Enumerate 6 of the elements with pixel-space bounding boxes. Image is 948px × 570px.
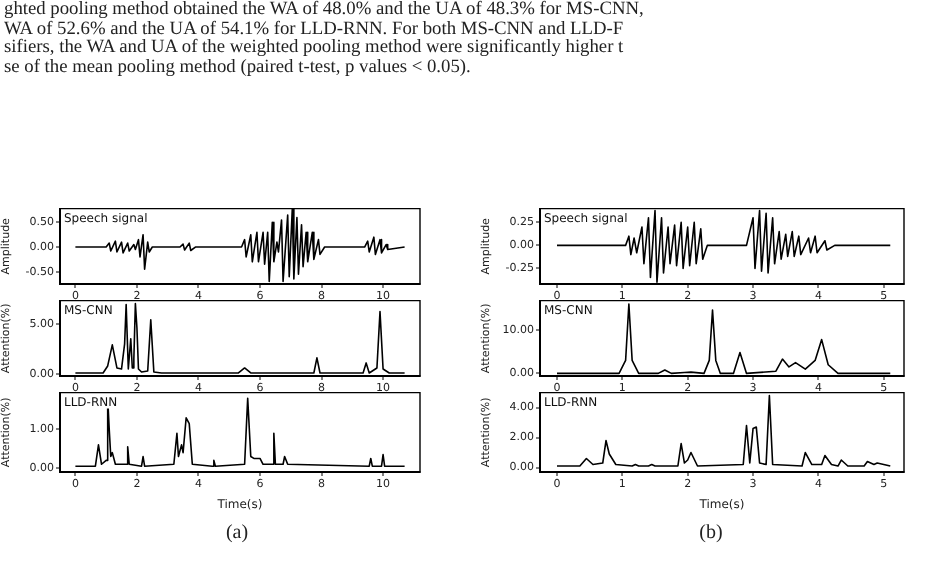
- text: se of the mean pooling method (paired t-test, p values < 0.05).: [4, 57, 473, 79]
- text: sifiers, the WA and UA of the weighted pooling method were significantly higher t: [4, 38, 626, 59]
- text: ghted pooling method obtained the WA of 48.0% and the UA of 48.3% for MS-CNN,: [4, 0, 646, 20]
- text: WA of 52.6% and the UA of 54.1% for LLD-RNN. For both MS-CNN and LLD-F: [4, 19, 626, 40]
- text: (a): [223, 522, 251, 546]
- text: (b): [697, 522, 725, 546]
